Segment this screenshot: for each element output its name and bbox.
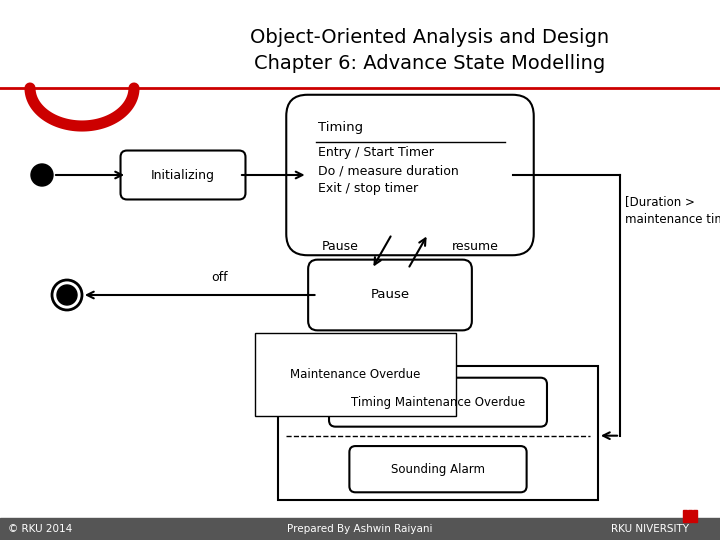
- Text: Object-Oriented Analysis and Design: Object-Oriented Analysis and Design: [251, 28, 610, 47]
- Text: © RKU 2014: © RKU 2014: [8, 524, 72, 534]
- FancyBboxPatch shape: [287, 94, 534, 255]
- FancyBboxPatch shape: [329, 377, 547, 427]
- Circle shape: [31, 164, 53, 186]
- Text: Entry / Start Timer
Do / measure duration
Exit / stop timer: Entry / Start Timer Do / measure duratio…: [318, 146, 458, 195]
- Text: Pause: Pause: [322, 240, 359, 253]
- Text: off: off: [212, 271, 228, 284]
- Text: resume: resume: [451, 240, 498, 253]
- FancyBboxPatch shape: [308, 260, 472, 330]
- Text: Maintenance Overdue: Maintenance Overdue: [290, 368, 420, 381]
- Text: RKU NIVERSITY: RKU NIVERSITY: [611, 524, 689, 534]
- Text: Sounding Alarm: Sounding Alarm: [391, 463, 485, 476]
- Text: Timing Maintenance Overdue: Timing Maintenance Overdue: [351, 396, 525, 409]
- Text: Timing: Timing: [318, 121, 363, 134]
- Text: Initializing: Initializing: [151, 168, 215, 181]
- Text: Prepared By Ashwin Raiyani: Prepared By Ashwin Raiyani: [287, 524, 433, 534]
- Bar: [688, 510, 692, 522]
- Bar: [693, 510, 697, 522]
- Circle shape: [52, 280, 82, 310]
- FancyBboxPatch shape: [120, 151, 246, 199]
- Text: Pause: Pause: [370, 288, 410, 301]
- Bar: [278, 366, 598, 500]
- Bar: [683, 510, 687, 522]
- Circle shape: [57, 285, 77, 305]
- Text: [Duration >
maintenance time]: [Duration > maintenance time]: [625, 195, 720, 225]
- Bar: [0, 518, 720, 540]
- FancyBboxPatch shape: [349, 446, 526, 492]
- Text: Chapter 6: Advance State Modelling: Chapter 6: Advance State Modelling: [254, 54, 606, 73]
